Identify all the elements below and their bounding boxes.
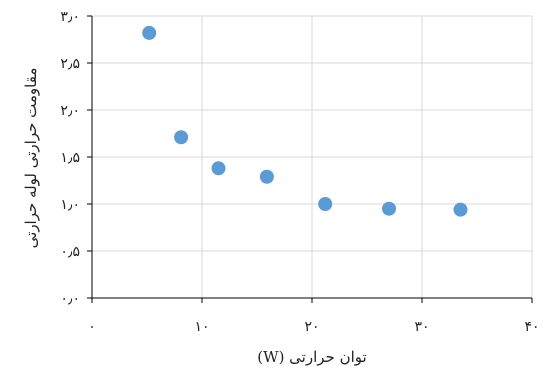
grid-lines [92,15,533,298]
data-point [259,169,274,184]
x-tick-label: ۴۰ [524,319,539,335]
y-tick-label: ۱٫۰ [60,197,80,213]
data-point [382,201,396,216]
x-tick-label: ۳۰ [414,319,429,335]
data-point [174,130,189,145]
axes [87,15,533,303]
data-point [142,25,157,40]
x-tick-label: ۱۰ [194,319,209,335]
y-tick-label: ۲٫۵ [60,56,80,72]
y-tick-label: ۳٫۰ [60,9,80,25]
x-tick-labels: ۰ ۱۰ ۲۰ ۳۰ ۴۰ [88,319,539,335]
x-tick-label: ۰ [88,319,96,335]
data-points [142,25,468,217]
data-point [453,202,468,217]
data-point [211,161,226,176]
y-tick-label: ۰٫۵ [60,244,80,260]
x-tick-label: ۲۰ [304,319,319,335]
x-axis-title: توان حرارتی (W) [257,348,366,366]
y-axis-title: مقاومت حرارتی لوله حرارتی [22,68,40,249]
y-tick-label: ۱٫۵ [60,150,80,166]
y-tick-labels: ۰٫۰ ۰٫۵ ۱٫۰ ۱٫۵ ۲٫۰ ۲٫۵ ۳٫۰ [60,9,80,307]
y-tick-label: ۰٫۰ [60,291,80,307]
y-tick-label: ۲٫۰ [60,103,80,119]
data-point [318,197,333,211]
